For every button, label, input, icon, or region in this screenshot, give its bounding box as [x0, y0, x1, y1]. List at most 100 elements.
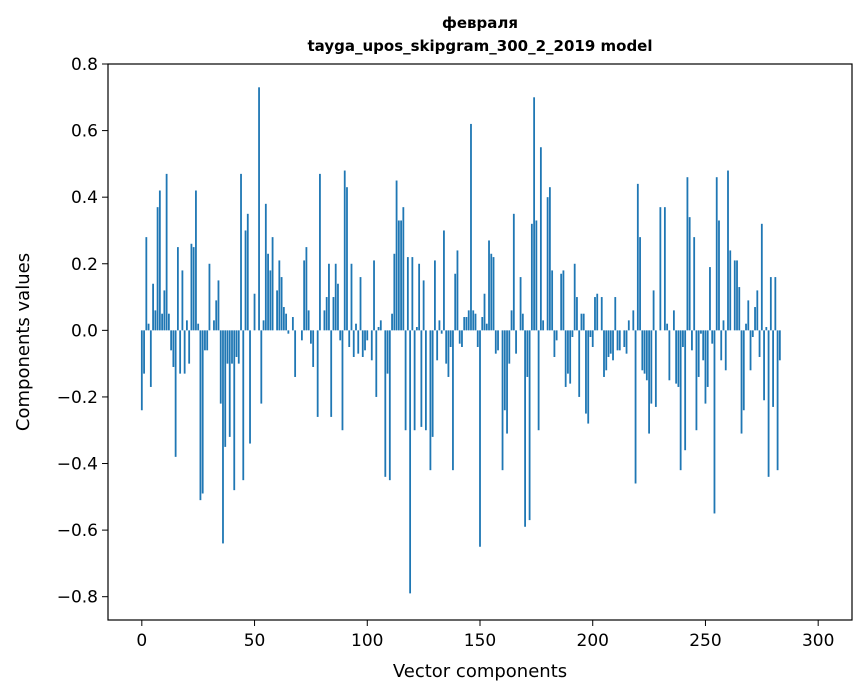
bar-61 — [278, 260, 281, 331]
bar-129 — [431, 330, 434, 437]
bar-24 — [195, 190, 197, 331]
bar-156 — [492, 257, 495, 331]
bar-143 — [463, 317, 466, 331]
bar-92 — [348, 330, 351, 347]
bar-149 — [476, 330, 479, 347]
x-axis-label: Vector components — [393, 661, 567, 682]
bar-242 — [686, 177, 689, 331]
bar-45 — [242, 330, 245, 481]
bar-91 — [346, 187, 348, 331]
bar-187 — [562, 270, 565, 331]
bar-17 — [179, 330, 182, 374]
bar-180 — [546, 197, 549, 331]
bar-125 — [422, 280, 425, 331]
bar-123 — [418, 263, 421, 331]
bar-150 — [479, 330, 481, 547]
bar-200 — [591, 330, 594, 347]
x-tick-label: 100 — [351, 631, 383, 651]
bar-21 — [188, 330, 191, 364]
bar-257 — [720, 330, 723, 361]
bar-158 — [497, 330, 499, 351]
bar-124 — [420, 330, 423, 427]
bar-135 — [445, 330, 448, 364]
bar-36 — [222, 330, 224, 544]
bar-189 — [567, 330, 569, 374]
bar-134 — [443, 230, 445, 331]
bar-169 — [521, 313, 524, 331]
bar-26 — [199, 330, 202, 501]
bar-46 — [244, 230, 247, 331]
bar-32 — [213, 320, 215, 331]
bar-95 — [355, 323, 357, 331]
bar-50 — [253, 293, 256, 331]
bar-140 — [456, 250, 459, 331]
x-tick-label: 250 — [689, 631, 721, 651]
bar-240 — [682, 330, 684, 347]
bar-35 — [219, 330, 222, 404]
chart-subtitle: tayga_upos_skipgram_300_2_2019 model — [308, 37, 653, 55]
bar-275 — [760, 223, 763, 331]
x-tick-label: 150 — [464, 631, 496, 651]
bar-147 — [472, 310, 475, 331]
bar-116 — [402, 207, 405, 331]
bar-11 — [165, 173, 168, 331]
bar-99 — [364, 330, 366, 351]
bar-245 — [693, 237, 696, 331]
bar-264 — [736, 260, 738, 331]
bar-137 — [449, 330, 452, 347]
bar-126 — [424, 330, 427, 431]
bar-243 — [688, 217, 691, 331]
y-tick-label: −0.6 — [57, 521, 98, 541]
bar-19 — [183, 330, 186, 374]
bar-115 — [400, 220, 402, 331]
bar-67 — [291, 317, 294, 331]
bar-265 — [738, 287, 741, 331]
bar-102 — [370, 330, 373, 361]
bar-7 — [156, 207, 159, 331]
bar-52 — [258, 87, 260, 331]
x-tick-label: 200 — [577, 631, 609, 651]
bar-38 — [226, 330, 229, 364]
bar-14 — [172, 330, 175, 367]
bar-112 — [393, 253, 396, 331]
bar-39 — [228, 330, 231, 437]
bar-174 — [533, 97, 536, 331]
bar-94 — [352, 330, 355, 357]
bar-186 — [560, 273, 563, 331]
bar-269 — [747, 300, 750, 331]
bar-251 — [706, 330, 709, 387]
y-tick-label: −0.4 — [57, 455, 98, 475]
bar-183 — [553, 330, 556, 357]
bar-277 — [765, 327, 768, 331]
bar-216 — [627, 320, 630, 331]
bar-266 — [740, 330, 743, 434]
bar-2 — [145, 237, 148, 331]
bar-191 — [571, 330, 574, 338]
bar-47 — [246, 213, 249, 331]
bar-96 — [357, 330, 360, 354]
bar-27 — [201, 330, 204, 494]
bar-268 — [745, 323, 747, 331]
y-tick-label: 0.2 — [71, 255, 98, 275]
bar-162 — [506, 330, 508, 434]
bar-82 — [325, 297, 328, 331]
bar-9 — [161, 313, 164, 331]
bar-252 — [709, 267, 711, 331]
bar-88 — [339, 330, 342, 341]
bar-122 — [415, 327, 418, 331]
bar-256 — [718, 220, 720, 331]
bar-18 — [181, 270, 184, 331]
bar-106 — [379, 320, 382, 331]
bar-260 — [727, 170, 729, 331]
bar-255 — [715, 177, 718, 331]
bar-28 — [204, 330, 206, 351]
bar-215 — [625, 330, 628, 354]
bar-250 — [704, 330, 707, 404]
bar-118 — [406, 257, 409, 331]
bar-0 — [140, 330, 143, 411]
bar-131 — [436, 330, 439, 361]
bar-259 — [724, 330, 727, 371]
bar-148 — [474, 313, 477, 331]
bar-64 — [285, 313, 288, 331]
